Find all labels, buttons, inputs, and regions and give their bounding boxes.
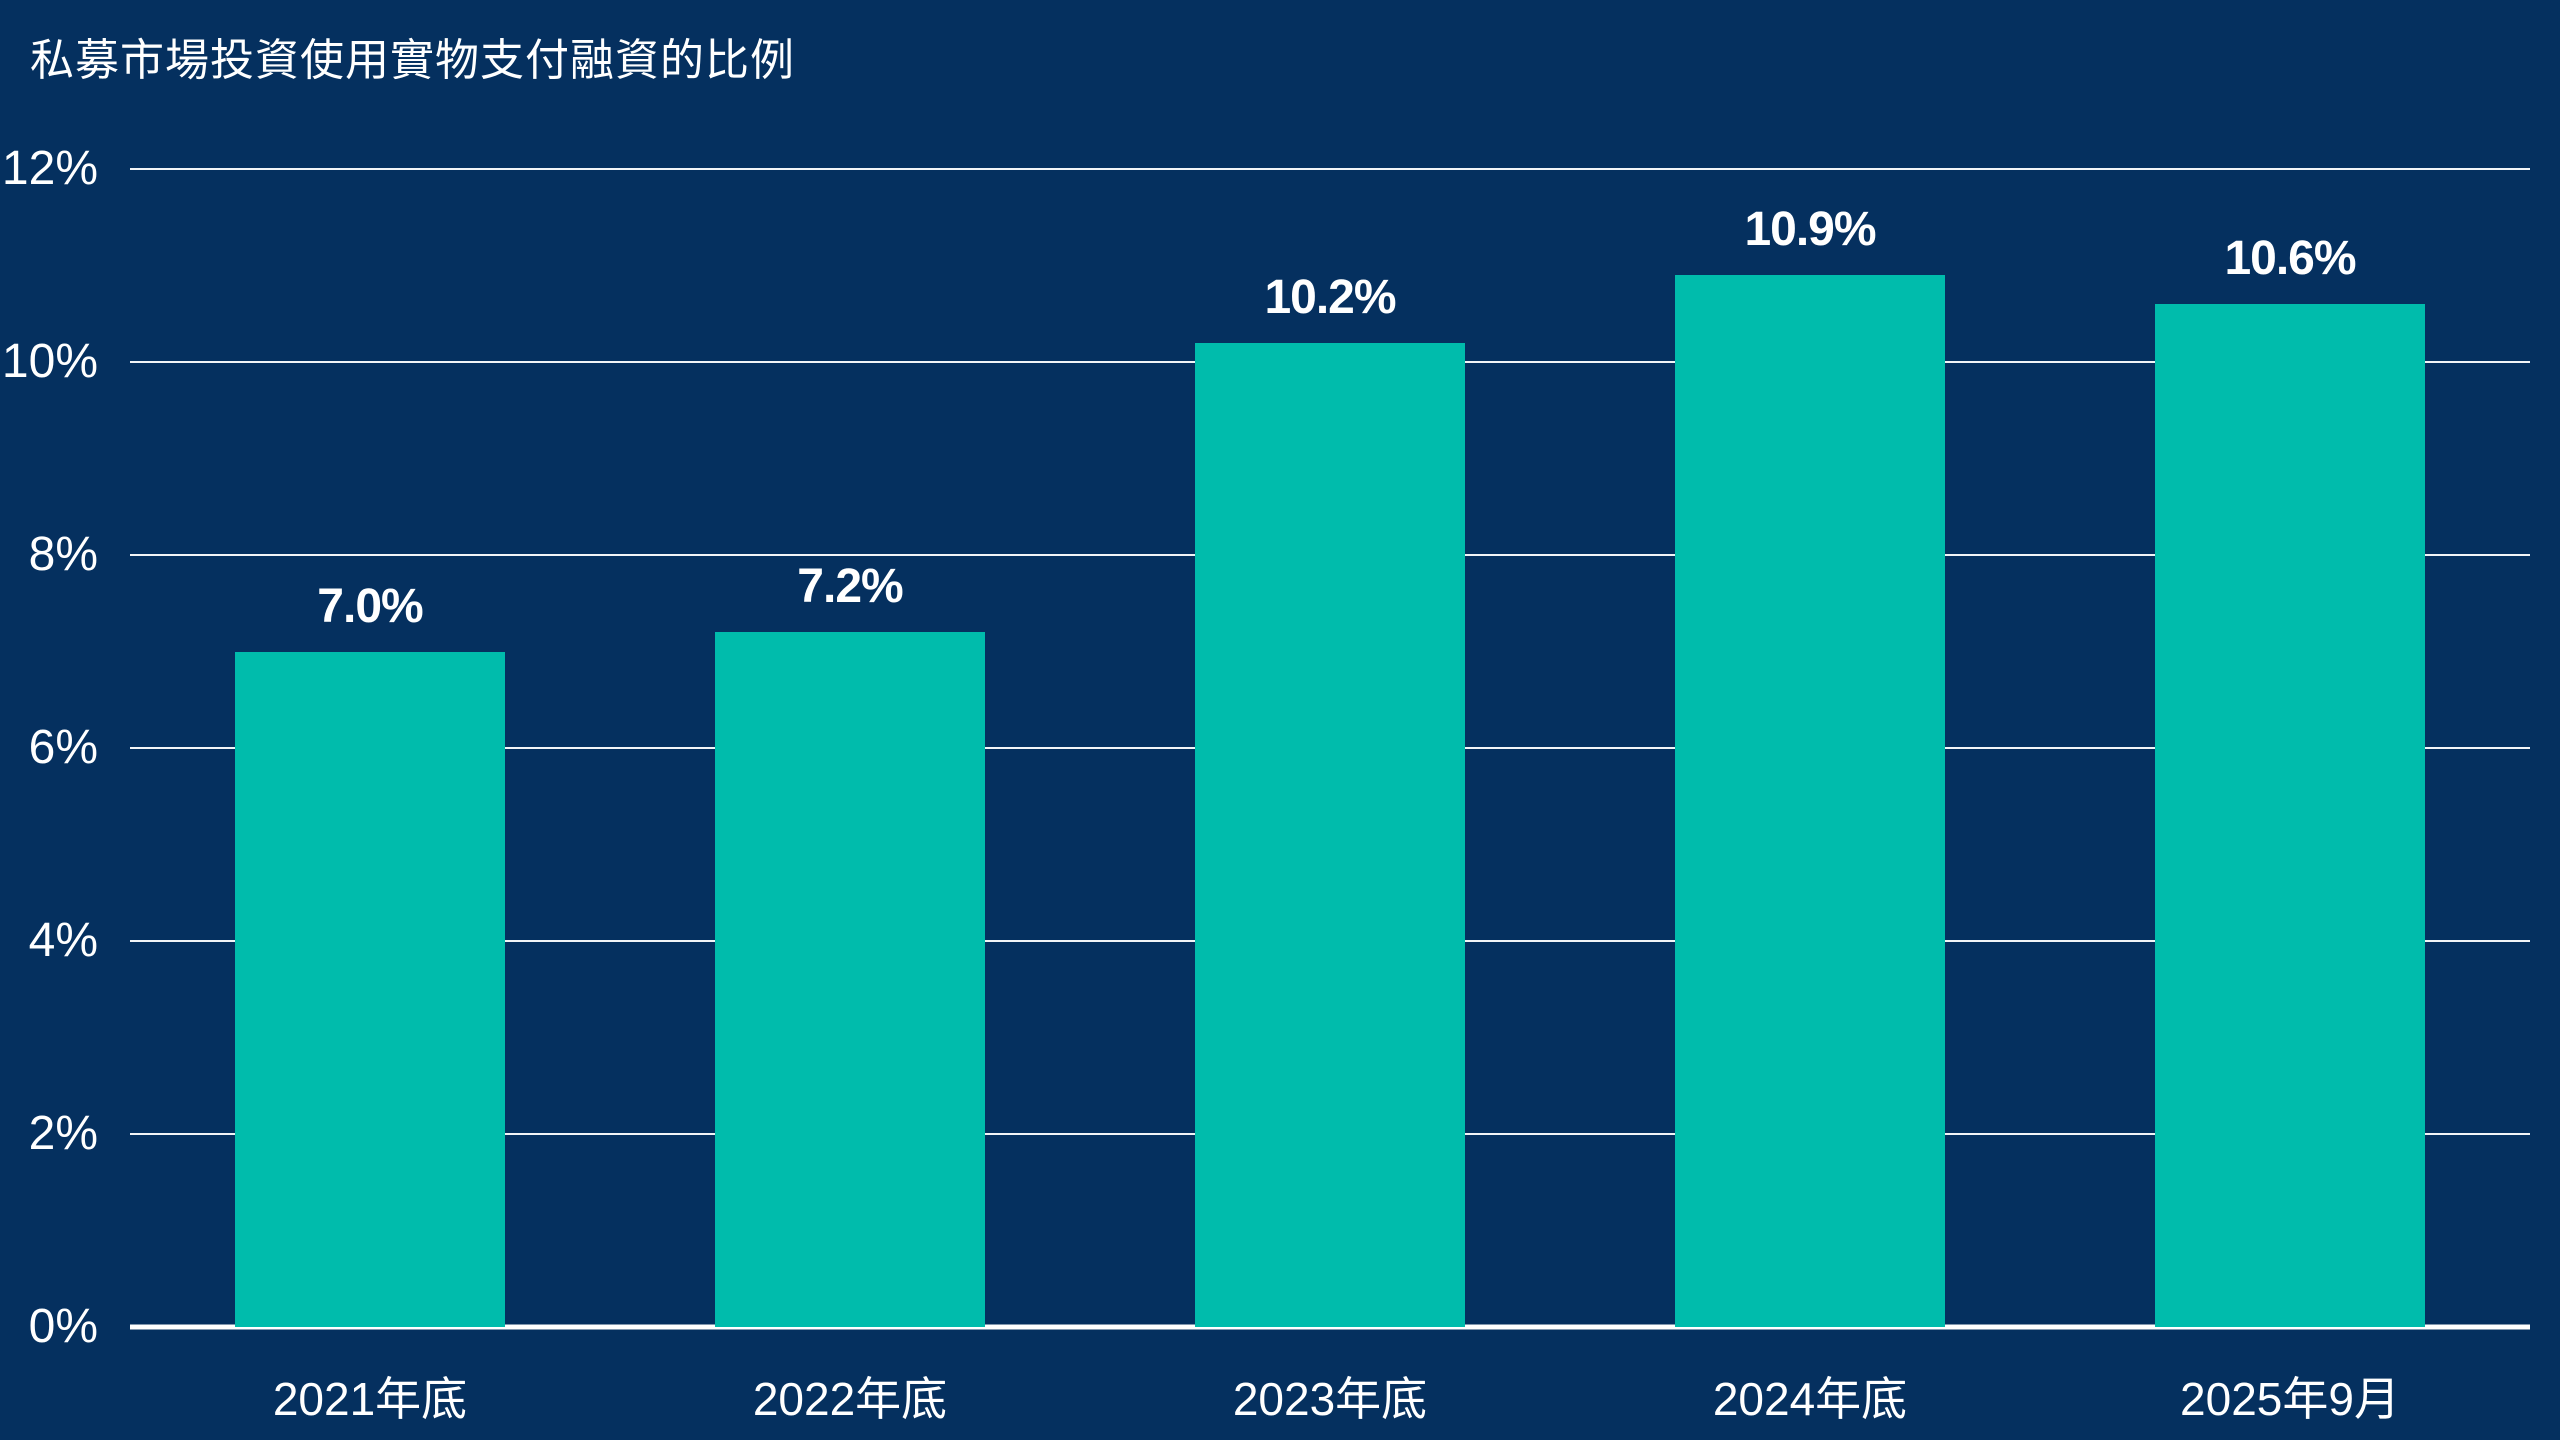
bar-series: 7.0% 2021年底 7.2% 2022年底 10.2% 2023年底 10.9% 2024… xyxy=(130,169,2530,1425)
plot-area: 0% 2% 4% 6% 8% 10% 12% 7.0% 2021年底 7.2% 2022年底 10.… xyxy=(2,145,2530,1425)
y-tick-label: 4% xyxy=(28,914,98,967)
bar-value-label: 10.2% xyxy=(1264,270,1396,324)
x-tick-label: 2021年底 xyxy=(272,1373,468,1425)
bar xyxy=(235,651,505,1327)
y-tick-label: 6% xyxy=(28,721,98,774)
bar xyxy=(2155,304,2425,1327)
bar-value-label: 7.0% xyxy=(317,579,423,633)
x-tick-label: 2023年底 xyxy=(1232,1373,1428,1425)
bar-slot: 10.9% 2024年底 xyxy=(1570,169,2050,1425)
bar-slot: 7.0% 2021年底 xyxy=(130,169,610,1425)
bar xyxy=(1675,275,1945,1327)
bar-value-label: 10.6% xyxy=(2224,232,2356,286)
y-tick-label: 12% xyxy=(1,142,98,195)
bar xyxy=(715,632,985,1327)
y-tick-label: 8% xyxy=(28,528,98,581)
x-tick-label: 2025年9月 xyxy=(2180,1373,2400,1425)
bar-value-label: 7.2% xyxy=(797,560,903,614)
x-tick-label: 2024年底 xyxy=(1712,1373,1908,1425)
chart-title: 私募市場投資使用實物支付融資的比例 xyxy=(30,36,795,85)
x-axis-line xyxy=(130,1324,2530,1330)
x-tick-label: 2022年底 xyxy=(752,1373,948,1425)
gridline xyxy=(130,168,2530,170)
bar xyxy=(1195,342,1465,1327)
bar-slot: 10.2% 2023年底 xyxy=(1090,169,1570,1425)
bar-slot: 7.2% 2022年底 xyxy=(610,169,1090,1425)
y-tick-label: 0% xyxy=(28,1300,98,1353)
y-tick-label: 2% xyxy=(28,1107,98,1160)
bar-value-label: 10.9% xyxy=(1744,203,1876,257)
bar-slot: 10.6% 2025年9月 xyxy=(2050,169,2530,1425)
y-tick-label: 10% xyxy=(1,335,98,388)
